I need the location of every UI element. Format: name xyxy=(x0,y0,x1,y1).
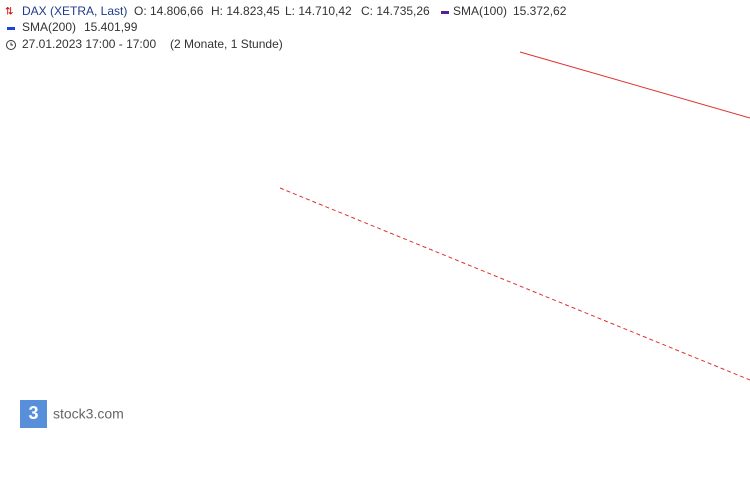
clock-icon xyxy=(6,40,16,50)
header-bg xyxy=(290,0,580,22)
trend-line xyxy=(519,51,750,119)
trend-line xyxy=(279,187,750,381)
legend-label: SMA(200) xyxy=(22,20,76,34)
legend-swatch xyxy=(7,27,15,30)
range: (2 Monate, 1 Stunde) xyxy=(170,37,283,51)
header: ⇅ DAX (XETRA, Last) O: 14.806,66 H: 14.8… xyxy=(0,0,580,54)
watermark: 3 stock3.com xyxy=(20,400,124,428)
ohlc-label: C: 14.735,26 xyxy=(361,4,430,18)
watermark-logo xyxy=(20,400,47,428)
legend-value: 15.401,99 xyxy=(84,20,138,34)
header-bg xyxy=(0,0,290,54)
legend-swatch xyxy=(441,11,449,14)
clock-icon xyxy=(10,42,13,46)
ohlc-label: H: 14.823,45 xyxy=(211,4,280,18)
watermark-logo-glyph: 3 xyxy=(28,403,38,423)
chart-icon: ⇅ xyxy=(5,7,13,18)
period: 27.01.2023 17:00 - 17:00 xyxy=(22,37,156,51)
watermark-text: stock3.com xyxy=(53,406,124,422)
ohlc-label: O: 14.806,66 xyxy=(134,4,204,18)
legend-value: 15.372,62 xyxy=(513,4,567,18)
ohlc-label: L: 14.710,42 xyxy=(285,4,352,18)
series-name: DAX (XETRA, Last) xyxy=(22,4,127,18)
legend-label: SMA(100) xyxy=(453,4,507,18)
